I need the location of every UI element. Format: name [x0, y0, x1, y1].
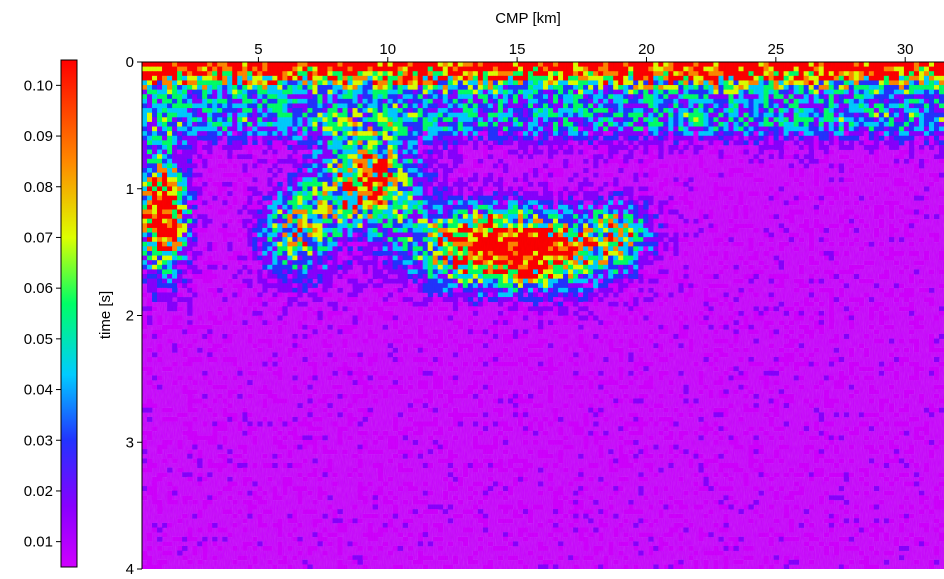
colorbar-tick-label: 0.09 [24, 128, 53, 145]
y-axis-ticks: 0 1 2 3 4 [126, 54, 142, 578]
y-tick-label: 0 [126, 54, 134, 71]
colorbar-tick-label: 0.08 [24, 179, 53, 196]
colorbar-tick-label: 0.04 [24, 382, 53, 399]
x-tick-label: 20 [638, 41, 655, 58]
colorbar-tick-label: 0.10 [24, 77, 53, 94]
colorbar-tick-label: 0.03 [24, 432, 53, 449]
colorbar-ticks: 0.01 0.02 0.03 0.04 0.05 0.06 0.07 0.08 0.09 0.10 [24, 77, 61, 551]
x-tick-label: 5 [254, 41, 262, 58]
heatmap-image [142, 62, 944, 569]
plot-area [142, 62, 944, 569]
x-axis-ticks: 5 10 15 20 25 30 [254, 41, 914, 62]
y-tick-label: 4 [126, 561, 134, 578]
colorbar-tick-label: 0.01 [24, 534, 53, 551]
x-tick-label: 15 [509, 41, 526, 58]
colorbar-tick-label: 0.06 [24, 280, 53, 297]
y-tick-label: 1 [126, 181, 134, 198]
x-tick-label: 30 [897, 41, 914, 58]
colorbar-tick-label: 0.02 [24, 483, 53, 500]
y-tick-label: 2 [126, 308, 134, 325]
x-tick-label: 10 [379, 41, 396, 58]
colorbar-gradient [60, 59, 78, 568]
x-axis-label: CMP [km] [495, 10, 561, 27]
colorbar: 0.01 0.02 0.03 0.04 0.05 0.06 0.07 0.08 0.09 0.10 [24, 59, 78, 568]
y-axis-label: time [s] [97, 291, 114, 339]
y-tick-label: 3 [126, 434, 134, 451]
colorbar-tick-label: 0.07 [24, 229, 53, 246]
x-tick-label: 25 [767, 41, 784, 58]
colorbar-tick-label: 0.05 [24, 331, 53, 348]
